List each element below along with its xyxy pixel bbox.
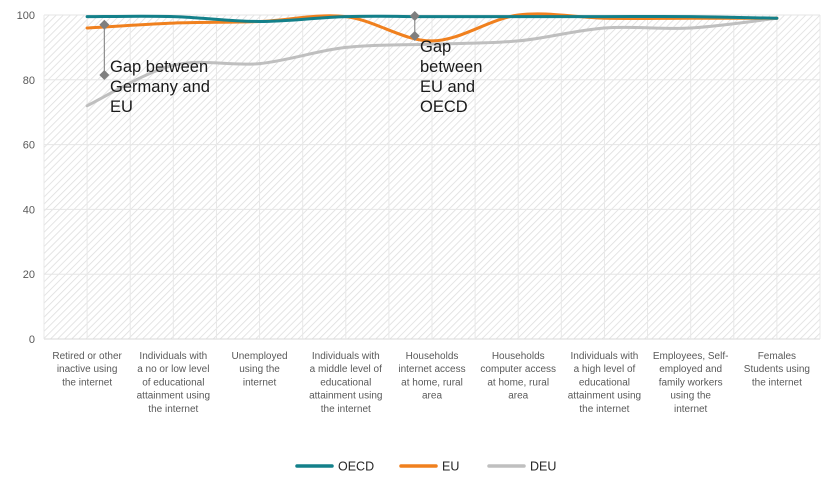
legend-label-deu: DEU: [530, 460, 556, 474]
series-lines: [85, 12, 779, 108]
x-tick-label: Retired or other inactive using the intern…: [52, 351, 122, 388]
gap-eu-oecd-marker: [409, 10, 420, 21]
series-line-oecd: [85, 14, 779, 23]
gap-germany-eu-marker: [99, 69, 110, 80]
legend-label-oecd: OECD: [338, 460, 374, 474]
y-tick-label: 80: [23, 75, 35, 87]
y-tick-label: 40: [23, 204, 35, 216]
series-line-deu: [85, 16, 779, 108]
y-tick-label: 100: [17, 10, 35, 22]
x-tick-label: Unemployed using the internet: [231, 351, 287, 388]
y-axis: 0 20 40 60 80 100: [17, 10, 35, 346]
x-tick-label: Individuals with a middle level of educati…: [309, 351, 382, 415]
x-tick-label: Households computer access at home, rural a…: [480, 351, 556, 402]
x-tick-label: Individuals with a no or low level of educ…: [137, 351, 210, 415]
gap-eu-oecd-marker: [409, 31, 420, 42]
y-tick-label: 60: [23, 140, 35, 152]
x-tick-label: Households internet access at home, rural a…: [398, 351, 465, 402]
gap-germany-eu-label: Gap between Germany and EU: [110, 58, 210, 116]
gap-eu-oecd-label: Gap between EU and OECD: [420, 38, 482, 116]
gap-germany-eu-marker: [99, 19, 110, 30]
x-tick-label: Individuals with a high level of education…: [568, 351, 641, 415]
x-tick-label: Employees, Self-employed and family worke…: [653, 351, 729, 415]
y-tick-label: 20: [23, 269, 35, 281]
legend: OECD EU DEU: [295, 460, 556, 474]
annotations: Gap between Germany and EU Gap between EU and…: [99, 10, 482, 116]
y-tick-label: 0: [29, 334, 35, 346]
x-axis: Retired or other inactive using the intern…: [52, 351, 810, 415]
gridlines: [43, 14, 821, 340]
legend-label-eu: EU: [442, 460, 459, 474]
x-tick-label: Females Students using the internet: [744, 351, 810, 388]
series-line-eu: [85, 12, 779, 43]
